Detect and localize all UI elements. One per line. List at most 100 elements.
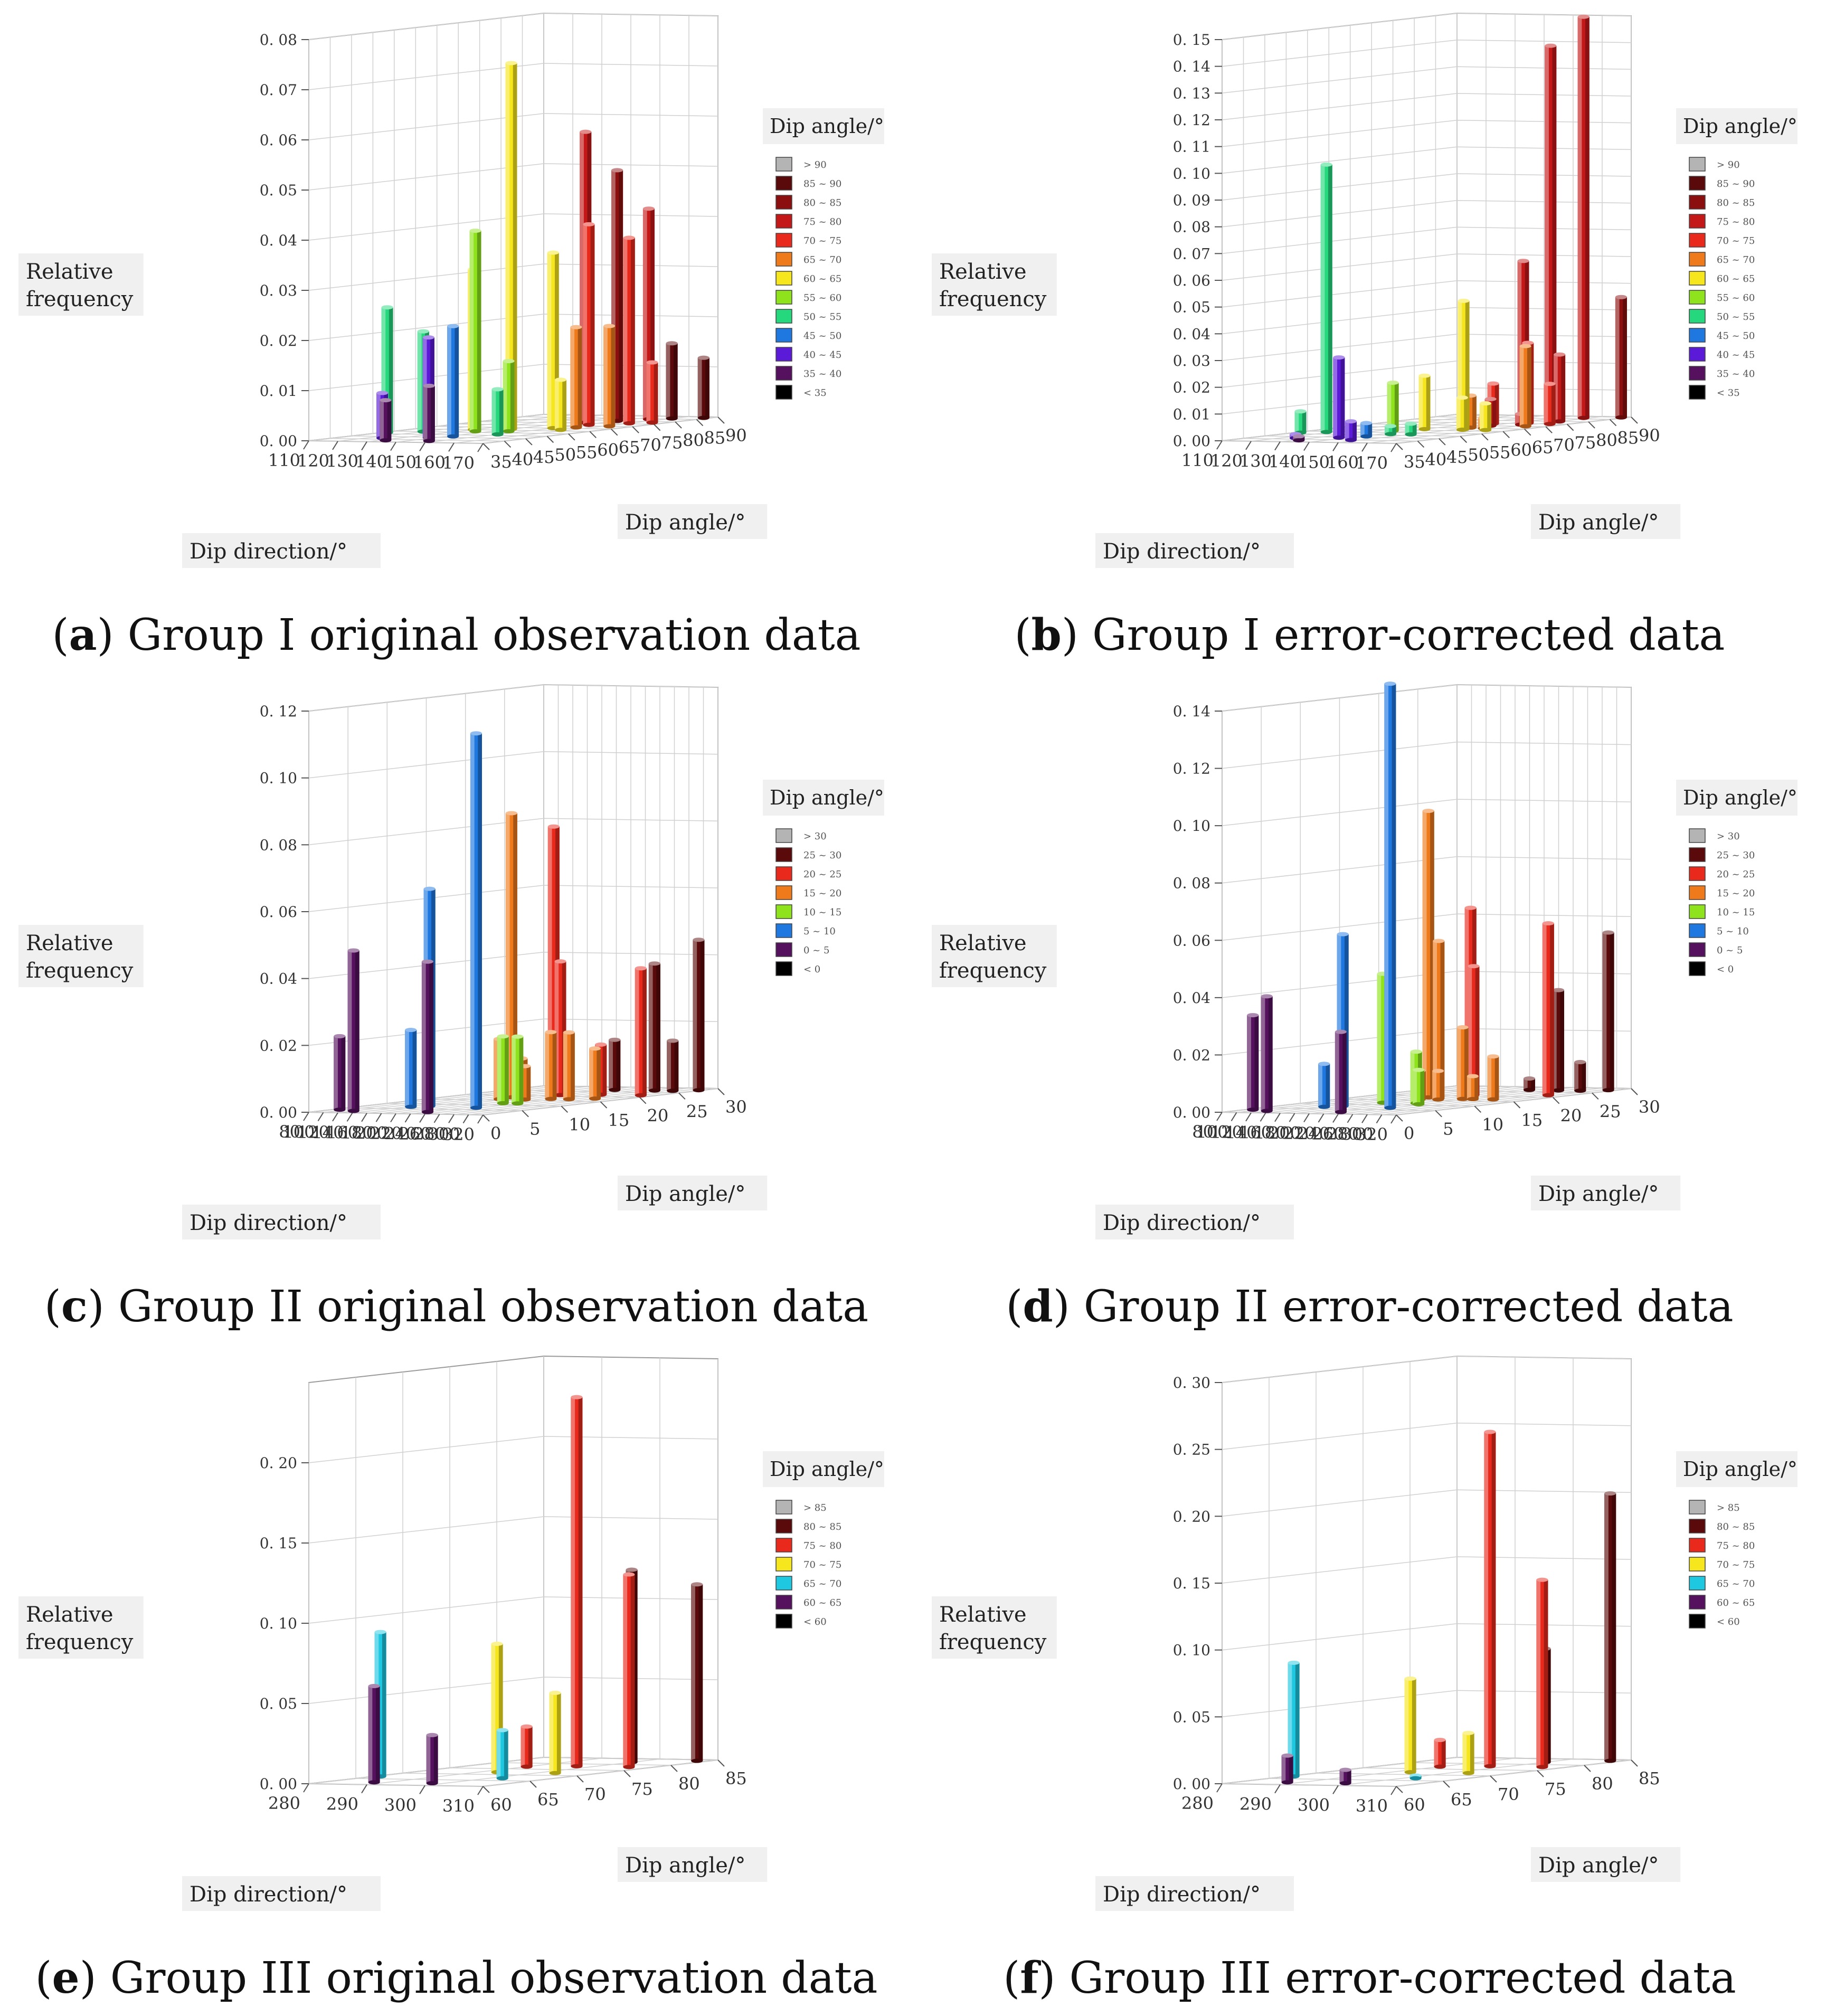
z-axis-title-line: Relative [939, 931, 1027, 955]
legend-label: 75 ~ 80 [1717, 1540, 1755, 1551]
legend: Dip angle/° > 30 25 ~ 30 20 ~ 25 15 ~ 20 10 ~… [763, 780, 884, 976]
y-tick-label: 40 [1425, 449, 1446, 469]
bar [512, 1034, 524, 1106]
z-tick-label: 0. 30 [1173, 1374, 1210, 1392]
z-tick-label: 0. 06 [1173, 932, 1210, 949]
legend-label: 35 ~ 40 [803, 368, 841, 380]
legend-swatch [775, 195, 792, 210]
y-tick-label: 60 [1510, 440, 1532, 460]
svg-text:Dip angle/°: Dip angle/° [1538, 1182, 1659, 1206]
legend-swatch [1689, 1595, 1706, 1610]
y-tick-label: 5 [1443, 1119, 1453, 1139]
y-tick-label: 65 [1451, 1790, 1472, 1810]
x-tick-label: 290 [326, 1794, 358, 1814]
legend-swatch [775, 252, 792, 267]
bar [1293, 434, 1305, 443]
z-axis-title: Relative frequency [18, 925, 144, 987]
z-tick-label: 0. 07 [1173, 245, 1210, 262]
legend-item: < 0 [1689, 961, 1734, 976]
x-tick-label: 150 [1298, 452, 1330, 472]
legend-label: 40 ~ 45 [803, 349, 841, 361]
legend-label: 60 ~ 65 [1717, 1597, 1755, 1608]
z-axis-title-line: frequency [26, 287, 134, 311]
bar [583, 222, 595, 427]
z-tick-label: 0. 15 [1173, 31, 1210, 49]
legend-item: 70 ~ 75 [1689, 233, 1755, 248]
legend-label: 65 ~ 70 [803, 254, 841, 266]
legend-item: 75 ~ 80 [1689, 1538, 1755, 1553]
x-tick-label: 240 [1298, 1123, 1330, 1143]
legend-label: 15 ~ 20 [803, 888, 841, 899]
bar [1462, 1730, 1474, 1775]
bar [549, 1690, 561, 1775]
z-axis-title: Relative frequency [18, 1596, 144, 1659]
legend-swatch [1689, 366, 1706, 381]
bar [1536, 1577, 1548, 1769]
legend-swatch [775, 328, 792, 343]
z-tick-label: 0. 05 [1173, 299, 1210, 316]
x-tick-label: 220 [370, 1123, 402, 1143]
legend-swatch [775, 309, 792, 324]
legend-label: 80 ~ 85 [803, 197, 841, 209]
chart-walls [308, 1355, 718, 1787]
x-tick-label: 180 [340, 1123, 373, 1143]
legend-swatch [1689, 1557, 1706, 1572]
y-tick-label: 0 [1404, 1123, 1414, 1143]
caption-text: Group III error-corrected data [1069, 1953, 1736, 2003]
x-tick-label: 200 [1269, 1123, 1301, 1143]
x-tick-label: 320 [1356, 1124, 1388, 1144]
caption-letter: d [1023, 1281, 1053, 1332]
bar [1542, 921, 1554, 1097]
legend-item: 65 ~ 70 [775, 252, 841, 267]
axis-ticks [1215, 711, 1638, 1124]
legend-item: 60 ~ 65 [1689, 271, 1755, 286]
y-tick-label: 45 [533, 447, 555, 467]
legend-label: 65 ~ 70 [803, 1578, 841, 1589]
y-tick-label: 60 [490, 1795, 512, 1815]
y-tick-label: 30 [725, 1097, 747, 1117]
legend-item: 5 ~ 10 [1689, 923, 1749, 938]
legend-swatch [775, 176, 792, 191]
y-tick-label: 20 [1560, 1106, 1582, 1126]
bar [554, 377, 566, 432]
panel-e-caption: (e) Group III original observation data [35, 1953, 878, 2003]
x-tick-label: 120 [297, 1122, 329, 1142]
legend-swatch [775, 233, 792, 248]
bar [1553, 988, 1564, 1093]
z-axis-title: Relative frequency [932, 1596, 1057, 1659]
svg-text:Dip angle/°: Dip angle/° [625, 510, 745, 535]
x-tick-label: 280 [413, 1124, 446, 1144]
caption-letter: b [1031, 610, 1062, 660]
legend-label: 0 ~ 5 [803, 945, 829, 956]
legend-title: Dip angle/° [1683, 786, 1797, 809]
bar [691, 1582, 703, 1763]
legend-swatch [775, 1614, 792, 1629]
x-axis-title: Dip direction/° [182, 1876, 381, 1911]
legend-label: > 30 [1717, 831, 1740, 842]
bar [423, 383, 435, 443]
bar [571, 1395, 583, 1768]
legend-item: 10 ~ 15 [1689, 904, 1755, 919]
bar [1544, 382, 1556, 427]
y-tick-label: 75 [1575, 433, 1596, 453]
legend-swatch [775, 866, 792, 881]
bar [1577, 14, 1590, 420]
bar [693, 938, 705, 1093]
legend-label: 85 ~ 90 [1717, 178, 1755, 190]
bar [1385, 424, 1397, 437]
x-tick-label: 240 [384, 1123, 417, 1143]
z-tick-label: 0. 08 [260, 31, 297, 49]
legend-label: 70 ~ 75 [1717, 235, 1755, 247]
panel-c-caption: (c) Group II original observation data [44, 1281, 869, 1332]
z-axis-title-line: Relative [939, 1603, 1027, 1627]
y-tick-label: 80 [683, 430, 704, 450]
legend-item: 35 ~ 40 [775, 366, 841, 381]
z-tick-label: 0. 10 [1173, 1642, 1210, 1659]
legend-label: 45 ~ 50 [803, 330, 841, 342]
legend-item: < 0 [775, 961, 820, 976]
axis-ticks [301, 1462, 725, 1795]
bars [376, 61, 709, 443]
y-tick-label: 35 [1404, 452, 1425, 472]
legend-label: 20 ~ 25 [1717, 869, 1755, 880]
legend-item: > 85 [775, 1500, 827, 1515]
